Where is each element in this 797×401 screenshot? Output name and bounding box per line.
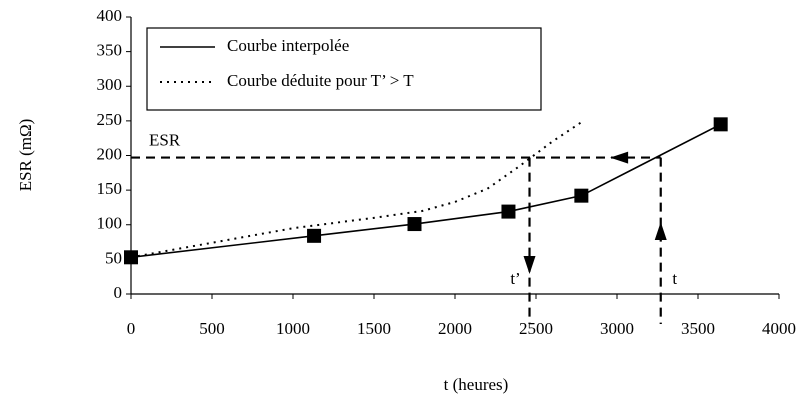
y-tick-label: 100: [97, 214, 123, 233]
x-tick-label: 1000: [276, 319, 310, 338]
series-line: [130, 121, 582, 259]
legend-label: Courbe interpolée: [227, 36, 349, 55]
arrowhead: [523, 256, 536, 274]
arrowhead: [610, 151, 629, 164]
x-tick-label: 3500: [681, 319, 715, 338]
x-tick-label: 500: [199, 319, 225, 338]
legend-label: Courbe déduite pour T’ > T: [227, 71, 414, 90]
x-tick-label: 2500: [519, 319, 553, 338]
marker: [501, 204, 516, 219]
x-tick-label: 0: [127, 319, 136, 338]
marker: [574, 188, 589, 203]
y-tick-label: 0: [114, 283, 123, 302]
y-tick-label: 300: [97, 75, 123, 94]
y-axis-title: ESR (mΩ): [16, 119, 35, 192]
arrowhead: [654, 222, 667, 240]
annotation-label: t’: [510, 269, 520, 288]
x-tick-label: 1500: [357, 319, 391, 338]
series-line: [130, 123, 722, 259]
y-tick-label: 250: [97, 110, 123, 129]
x-tick-label: 2000: [438, 319, 472, 338]
x-tick-label: 3000: [600, 319, 634, 338]
y-tick-label: 150: [97, 179, 123, 198]
y-tick-label: 50: [105, 248, 122, 267]
y-tick-label: 200: [97, 144, 123, 163]
legend-box: [146, 27, 542, 111]
marker: [713, 117, 728, 132]
x-tick-label: 4000: [762, 319, 796, 338]
annotation-label: t: [672, 269, 677, 288]
marker: [307, 228, 322, 243]
x-axis-title: t (heures): [444, 375, 509, 394]
marker: [407, 217, 422, 232]
annotation-label: ESR: [149, 130, 181, 149]
y-tick-label: 400: [97, 6, 123, 25]
y-tick-label: 350: [97, 41, 123, 60]
